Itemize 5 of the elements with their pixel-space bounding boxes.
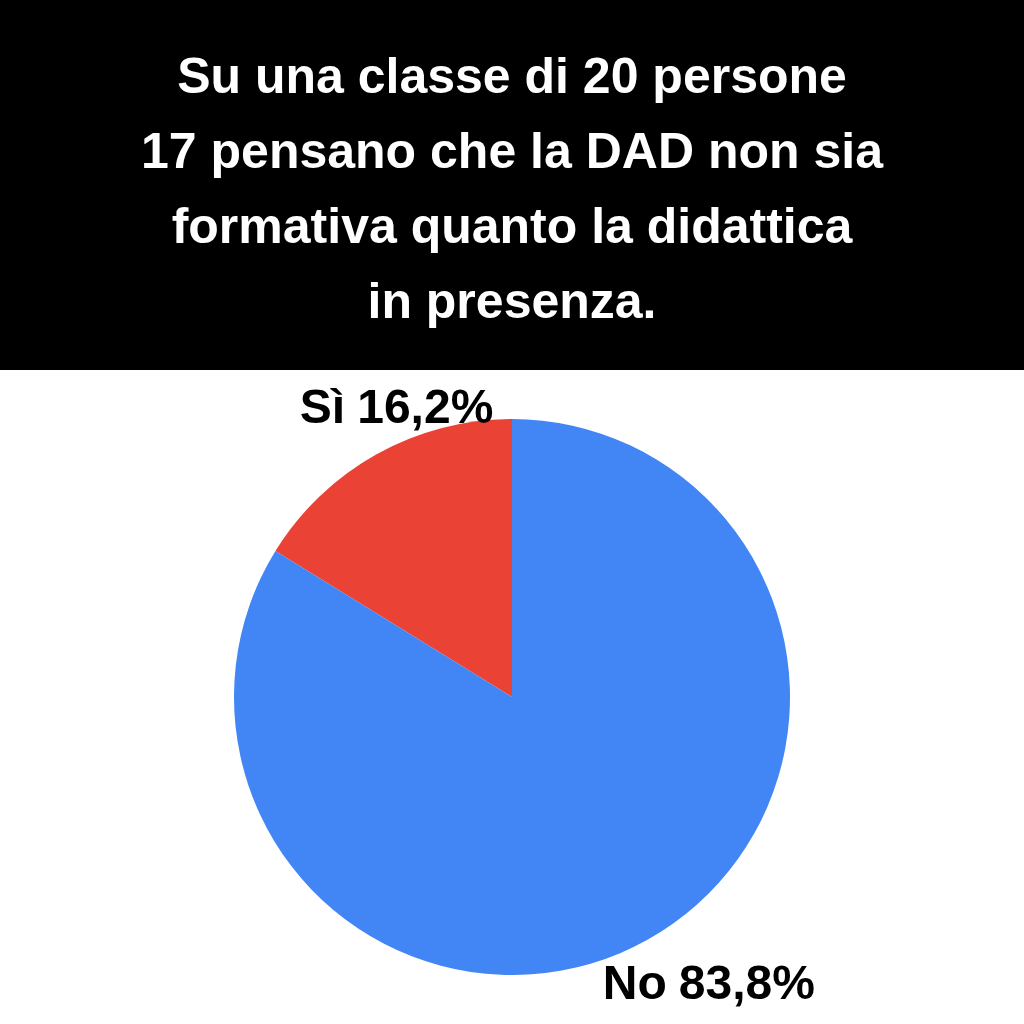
- data-label: 16,2%: [357, 379, 494, 433]
- data-label: 83,8%: [678, 956, 815, 1010]
- chart-title: Su una classe di 20 persone 17 pensano che la DAD non sia formativa quanto la didattica in presenza.: [141, 47, 885, 329]
- slice-label: Sì: [299, 379, 346, 433]
- slice-label: No: [602, 956, 667, 1010]
